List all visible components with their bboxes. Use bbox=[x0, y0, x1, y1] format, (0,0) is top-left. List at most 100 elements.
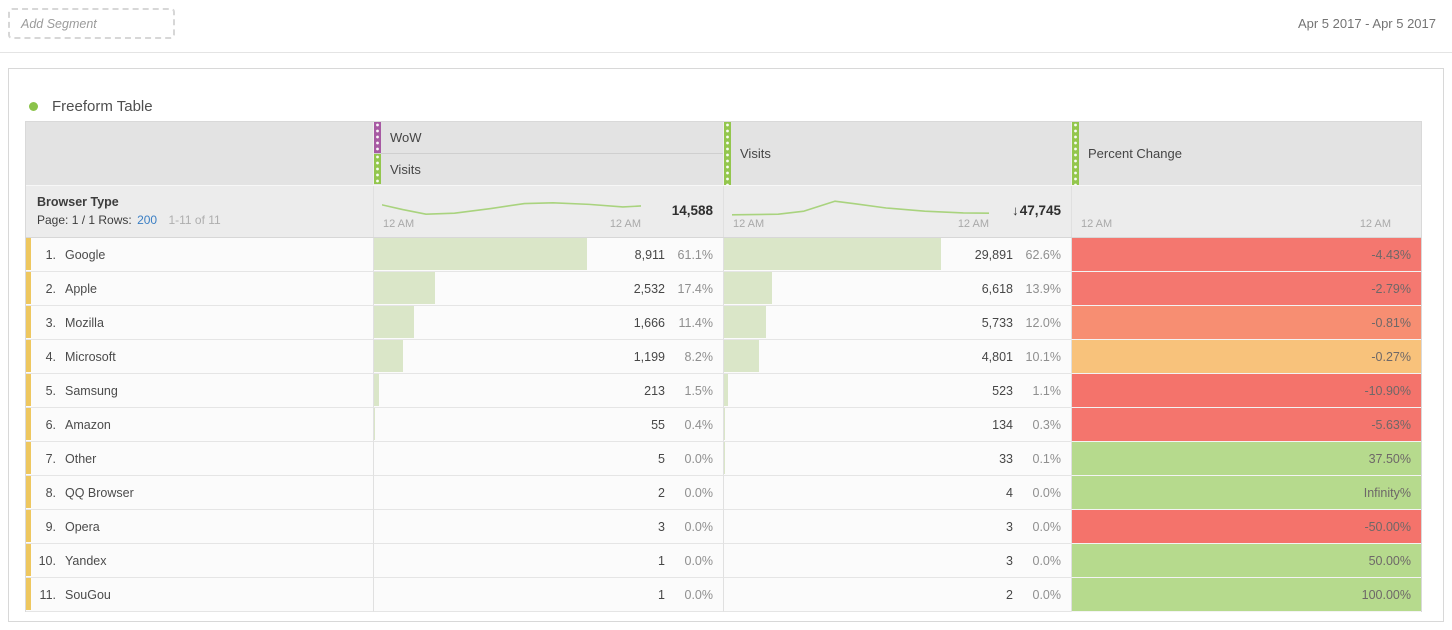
visits-value-cell[interactable]: 134 0.3% bbox=[723, 408, 1071, 442]
percent-change-cell[interactable]: -2.79% bbox=[1071, 272, 1421, 306]
wow-visits-value: 1 bbox=[658, 587, 665, 602]
visits-value-cell[interactable]: 5,733 12.0% bbox=[723, 306, 1071, 340]
visits-value-cell[interactable]: 29,891 62.6% bbox=[723, 238, 1071, 272]
value-bar bbox=[374, 306, 414, 338]
time-label-start: 12 AM bbox=[383, 218, 415, 230]
wow-visits-value-cell[interactable]: 2 0.0% bbox=[373, 476, 723, 510]
visits-value-cell[interactable]: 523 1.1% bbox=[723, 374, 1071, 408]
visits-totals-cell[interactable]: 12 AM 12 AM ↓47,745 bbox=[723, 186, 1071, 237]
row-index: 8. bbox=[45, 485, 56, 500]
wow-visits-value-cell[interactable]: 1,199 8.2% bbox=[373, 340, 723, 374]
table-row: 3. Mozilla 1,666 11.4% 5,733 12.0% -0.81% bbox=[26, 306, 1421, 340]
wow-visits-value-cell[interactable]: 1 0.0% bbox=[373, 544, 723, 578]
wow-visits-value: 213 bbox=[644, 383, 665, 398]
row-label-cell[interactable]: 7. Other bbox=[26, 442, 373, 476]
visits-percent: 1.1% bbox=[1032, 383, 1062, 398]
visits-value-cell[interactable]: 3 0.0% bbox=[723, 544, 1071, 578]
visits-percent: 10.1% bbox=[1025, 349, 1061, 364]
add-segment-dropzone[interactable]: Add Segment bbox=[8, 8, 175, 39]
percent-change-cell[interactable]: -4.43% bbox=[1071, 238, 1421, 272]
row-label-cell[interactable]: 6. Amazon bbox=[26, 408, 373, 442]
column-header-wow-visits: WoW Visits bbox=[373, 122, 723, 185]
freeform-table-panel: Freeform Table WoW Visits Visits bbox=[8, 68, 1444, 622]
rows-count-link[interactable]: 200 bbox=[137, 213, 158, 227]
visits-percent: 0.0% bbox=[1032, 519, 1062, 534]
row-label-cell[interactable]: 9. Opera bbox=[26, 510, 373, 544]
row-accent-strip bbox=[26, 510, 31, 542]
row-label-cell[interactable]: 2. Apple bbox=[26, 272, 373, 306]
value-bar bbox=[724, 272, 773, 304]
column-label-percent-change: Percent Change bbox=[1088, 146, 1182, 161]
row-label-cell[interactable]: 4. Microsoft bbox=[26, 340, 373, 374]
wow-visits-value-cell[interactable]: 213 1.5% bbox=[373, 374, 723, 408]
visits-value-cell[interactable]: 6,618 13.9% bbox=[723, 272, 1071, 306]
value-bar bbox=[724, 340, 760, 372]
percent-change-cell[interactable]: -0.81% bbox=[1071, 306, 1421, 340]
percent-change-cell[interactable]: -0.27% bbox=[1071, 340, 1421, 374]
wow-visits-value-cell[interactable]: 1 0.0% bbox=[373, 578, 723, 612]
wow-visits-percent: 1.5% bbox=[684, 383, 714, 398]
visits-value: 4 bbox=[1006, 485, 1013, 500]
wow-visits-value: 2 bbox=[658, 485, 665, 500]
row-index: 3. bbox=[45, 315, 56, 330]
percent-change-time-cell[interactable]: 12 AM 12 AM bbox=[1071, 186, 1421, 237]
wow-visits-value-cell[interactable]: 1,666 11.4% bbox=[373, 306, 723, 340]
table-row: 10. Yandex 1 0.0% 3 0.0% 50.00% bbox=[26, 544, 1421, 578]
table-body: 1. Google 8,911 61.1% 29,891 62.6% -4.43% … bbox=[26, 238, 1421, 612]
row-label-cell[interactable]: 10. Yandex bbox=[26, 544, 373, 578]
visits-value-cell[interactable]: 4,801 10.1% bbox=[723, 340, 1071, 374]
column-header-percent-change[interactable]: Percent Change bbox=[1071, 122, 1421, 185]
row-label-cell[interactable]: 8. QQ Browser bbox=[26, 476, 373, 510]
visits-value-cell[interactable]: 3 0.0% bbox=[723, 510, 1071, 544]
table-row: 7. Other 5 0.0% 33 0.1% 37.50% bbox=[26, 442, 1421, 476]
visits-value-cell[interactable]: 33 0.1% bbox=[723, 442, 1071, 476]
wow-visits-value-cell[interactable]: 5 0.0% bbox=[373, 442, 723, 476]
row-label-cell[interactable]: 5. Samsung bbox=[26, 374, 373, 408]
percent-change-value: -2.79% bbox=[1371, 281, 1411, 296]
percent-change-cell[interactable]: -10.90% bbox=[1071, 374, 1421, 408]
percent-change-cell[interactable]: Infinity% bbox=[1071, 476, 1421, 510]
visits-value: 29,891 bbox=[974, 247, 1013, 262]
visits-value: 134 bbox=[992, 417, 1013, 432]
row-accent-strip bbox=[26, 238, 31, 270]
wow-visits-value: 55 bbox=[651, 417, 665, 432]
percent-change-cell[interactable]: -50.00% bbox=[1071, 510, 1421, 544]
column-header-wow[interactable]: WoW bbox=[374, 122, 723, 154]
drag-handle-icon[interactable] bbox=[724, 122, 731, 185]
drag-handle-icon[interactable] bbox=[1072, 122, 1079, 185]
date-range[interactable]: Apr 5 2017 - Apr 5 2017 bbox=[1297, 16, 1436, 31]
wow-visits-value-cell[interactable]: 2,532 17.4% bbox=[373, 272, 723, 306]
value-bar bbox=[374, 272, 435, 304]
percent-change-cell[interactable]: 100.00% bbox=[1071, 578, 1421, 612]
column-header-visits[interactable]: Visits bbox=[723, 122, 1071, 185]
wow-totals-cell[interactable]: 12 AM 12 AM 14,588 bbox=[373, 186, 723, 237]
row-label-cell[interactable]: 3. Mozilla bbox=[26, 306, 373, 340]
column-header-wow-visits-metric[interactable]: Visits bbox=[374, 154, 723, 184]
visits-value-cell[interactable]: 4 0.0% bbox=[723, 476, 1071, 510]
value-bar bbox=[374, 374, 380, 406]
wow-total: 14,588 bbox=[671, 203, 713, 218]
row-index: 5. bbox=[45, 383, 56, 398]
drag-handle-icon[interactable] bbox=[374, 154, 381, 184]
row-index: 9. bbox=[45, 519, 56, 534]
percent-change-cell[interactable]: 50.00% bbox=[1071, 544, 1421, 578]
row-index: 6. bbox=[45, 417, 56, 432]
wow-visits-value-cell[interactable]: 3 0.0% bbox=[373, 510, 723, 544]
row-accent-strip bbox=[26, 578, 31, 610]
percent-change-cell[interactable]: -5.63% bbox=[1071, 408, 1421, 442]
percent-change-value: -10.90% bbox=[1364, 383, 1411, 398]
visits-value-cell[interactable]: 2 0.0% bbox=[723, 578, 1071, 612]
row-name: Microsoft bbox=[65, 349, 116, 364]
drag-handle-icon[interactable] bbox=[374, 122, 381, 153]
percent-change-cell[interactable]: 37.50% bbox=[1071, 442, 1421, 476]
row-label-cell[interactable]: 1. Google bbox=[26, 238, 373, 272]
row-name: Samsung bbox=[65, 383, 118, 398]
wow-visits-value-cell[interactable]: 55 0.4% bbox=[373, 408, 723, 442]
dimension-cell[interactable]: Browser Type Page: 1 / 1 Rows: 200 1-11 … bbox=[26, 186, 373, 237]
table-row: 9. Opera 3 0.0% 3 0.0% -50.00% bbox=[26, 510, 1421, 544]
row-label-cell[interactable]: 11. SouGou bbox=[26, 578, 373, 612]
percent-change-value: 37.50% bbox=[1368, 451, 1411, 466]
row-index: 2. bbox=[45, 281, 56, 296]
row-name: Mozilla bbox=[65, 315, 104, 330]
wow-visits-value-cell[interactable]: 8,911 61.1% bbox=[373, 238, 723, 272]
